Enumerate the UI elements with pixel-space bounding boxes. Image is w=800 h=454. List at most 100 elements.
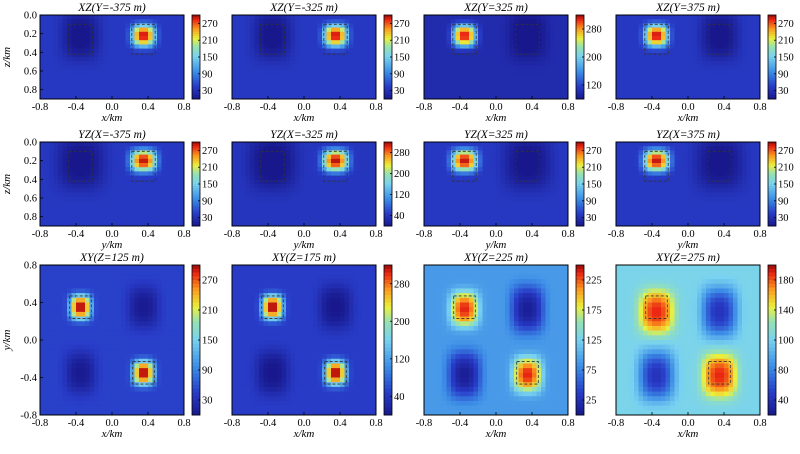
heatmap-cell (460, 15, 465, 20)
heatmap-cell (755, 31, 761, 37)
heatmap-cell (455, 31, 461, 37)
heatmap-cell (500, 40, 506, 45)
heatmap-cell (85, 158, 90, 164)
heatmap-cell (232, 184, 237, 189)
heatmap-cell (473, 65, 479, 70)
heatmap-cell (148, 142, 153, 147)
heatmap-cell (683, 15, 689, 20)
heatmap-cell (40, 200, 45, 206)
heatmap-cell (112, 15, 117, 20)
heatmap-cell (674, 142, 680, 147)
heatmap-cell (728, 27, 734, 33)
heatmap-cell (362, 86, 368, 91)
heatmap-cell (295, 213, 300, 218)
heatmap-cell (563, 27, 569, 33)
heatmap-cell (496, 175, 501, 181)
heatmap-cell (161, 78, 167, 83)
heatmap-cell (125, 167, 131, 172)
heatmap-cell (424, 188, 429, 193)
colorbar-segment (192, 175, 200, 179)
heatmap-cell (545, 200, 551, 206)
heatmap-cell (688, 15, 693, 20)
heatmap-cell (737, 27, 743, 33)
colorbar-segment (576, 23, 584, 26)
heatmap-cell (103, 184, 108, 189)
heatmap-cell (308, 150, 314, 155)
heatmap-cell (134, 40, 140, 45)
heatmap-cell (89, 196, 95, 202)
heatmap-cell (107, 200, 113, 206)
heatmap-cell (344, 52, 350, 58)
heatmap-cell (509, 86, 515, 91)
heatmap-cell (67, 209, 72, 214)
heatmap-cell (643, 48, 648, 54)
heatmap-cell (62, 142, 68, 147)
heatmap-cell (107, 171, 113, 176)
heatmap-cell (161, 154, 167, 160)
heatmap-cell (733, 73, 738, 79)
heatmap-cell (295, 23, 300, 28)
heatmap-cell (94, 209, 99, 214)
heatmap-cell (286, 94, 291, 100)
heatmap-cell (331, 175, 336, 181)
heatmap-cell (433, 175, 438, 181)
heatmap-cell (62, 52, 68, 58)
colorbar-segment (192, 152, 200, 155)
heatmap-cell (268, 188, 273, 193)
heatmap-cell (527, 192, 533, 197)
heatmap-cell (487, 48, 492, 54)
heatmap-cell (148, 175, 153, 181)
heatmap-cell (554, 213, 560, 218)
heatmap-cell (44, 200, 50, 206)
heatmap-cell (148, 15, 153, 20)
heatmap-cell (428, 78, 434, 83)
heatmap-cell (358, 150, 363, 155)
colorbar-segment (192, 44, 200, 47)
heatmap-cell (460, 40, 465, 45)
heatmap-cell (473, 69, 479, 75)
heatmap-cell (523, 188, 528, 193)
heatmap-cell (71, 69, 77, 75)
heatmap-cell (733, 78, 738, 83)
heatmap-cell (518, 31, 524, 37)
heatmap-cell (103, 69, 108, 75)
heatmap-cell (272, 184, 278, 189)
heatmap-cell (335, 175, 341, 181)
heatmap-cell (518, 61, 524, 66)
heatmap-cell (353, 61, 359, 66)
heatmap-cell (130, 73, 135, 79)
heatmap-cell (523, 19, 528, 24)
heatmap-cell (58, 82, 63, 87)
heatmap-cell (175, 184, 180, 189)
colorbar-segment (576, 86, 584, 89)
heatmap-cell (89, 86, 95, 91)
heatmap-cell (62, 94, 68, 100)
heatmap-cell (286, 142, 291, 147)
heatmap-cell (161, 188, 167, 193)
heatmap-cell (322, 150, 327, 155)
heatmap-cell (98, 188, 104, 193)
heatmap-cell (550, 205, 555, 210)
heatmap-cell (652, 57, 657, 62)
heatmap-cell (236, 154, 242, 160)
heatmap-cell (80, 179, 86, 185)
heatmap-cell (433, 188, 438, 193)
heatmap-cell (254, 188, 260, 193)
heatmap-cell (286, 188, 291, 193)
heatmap-cell (290, 146, 296, 151)
heatmap-cell (473, 179, 479, 185)
heatmap-cell (455, 86, 461, 91)
heatmap-cell (541, 154, 546, 160)
colorbar-segment (576, 52, 584, 56)
heatmap-cell (44, 158, 50, 164)
heatmap-cell (353, 217, 359, 223)
heatmap-cell (152, 150, 158, 155)
heatmap-cell (277, 94, 282, 100)
heatmap-cell (616, 78, 621, 83)
heatmap-cell (424, 217, 429, 223)
heatmap-cell (53, 78, 59, 83)
heatmap-cell (344, 175, 350, 181)
heatmap-cell (161, 167, 167, 172)
colorbar-segment (192, 96, 200, 100)
heatmap-cell (335, 179, 341, 185)
